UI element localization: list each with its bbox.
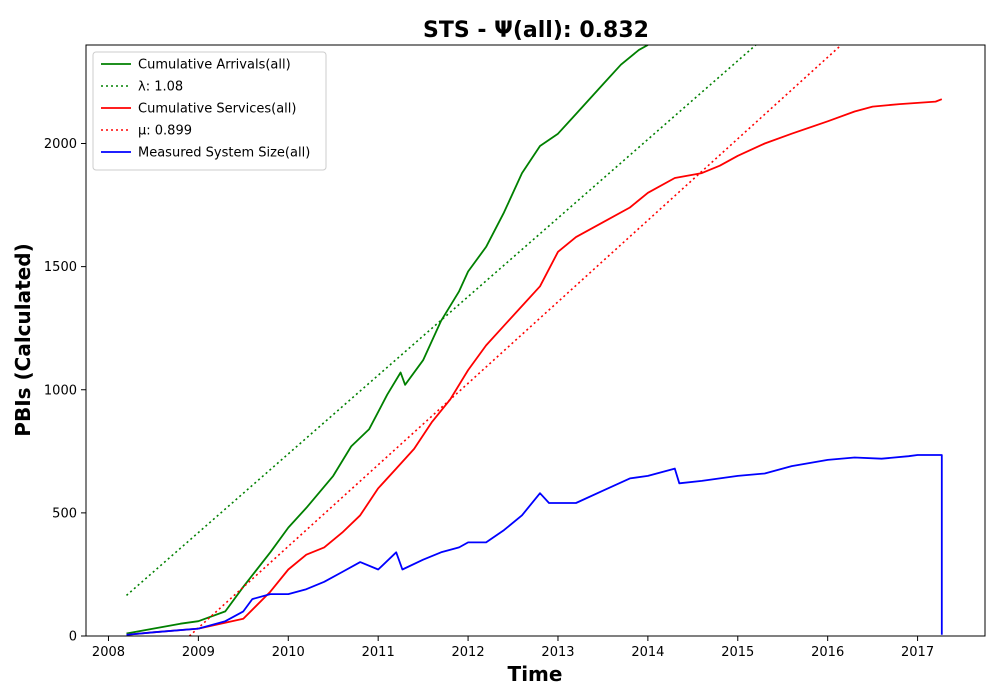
legend-label: μ: 0.899 [138,124,192,139]
plot-area [85,44,986,637]
y-tick-label: 0 [69,630,77,645]
x-tick-label: 2008 [92,645,125,660]
x-tick-label: 2013 [541,645,574,660]
series-line-1 [125,45,757,597]
series-group [125,45,943,636]
x-tick-label: 2010 [272,645,305,660]
legend: Cumulative Arrivals(all) λ: 1.08 Cumulativ… [92,51,327,171]
y-tick-label: 1500 [44,260,77,275]
x-tick-label: 2016 [811,645,844,660]
series-line-2 [126,98,943,636]
series-line-3 [188,45,842,636]
legend-box [92,51,327,171]
legend-label: Cumulative Services(all) [138,102,296,117]
x-tick-label: 2012 [452,645,485,660]
y-tick-label: 2000 [44,137,77,152]
x-tick-label: 2011 [362,645,395,660]
x-tick-label: 2017 [901,645,934,660]
x-tick-label: 2015 [721,645,754,660]
plot-frame [85,44,986,637]
y-tick-label: 500 [52,506,77,521]
legend-label: λ: 1.08 [138,80,183,95]
x-tick-label: 2009 [182,645,215,660]
x-axis-label: Time [508,662,563,686]
y-axis-label: PBIs (Calculated) [11,243,35,436]
axis-ticks: 2008 2009 2010 2011 2012 2013 2014 2015 2016 2017… [44,137,934,660]
legend-label: Cumulative Arrivals(all) [138,58,291,73]
chart-title: STS - Ψ(all): 0.832 [423,18,649,43]
y-tick-label: 1000 [44,383,77,398]
x-tick-label: 2014 [631,645,664,660]
series-line-0 [126,45,649,635]
legend-label: Measured System Size(all) [138,146,310,161]
series-line-4 [126,454,943,636]
